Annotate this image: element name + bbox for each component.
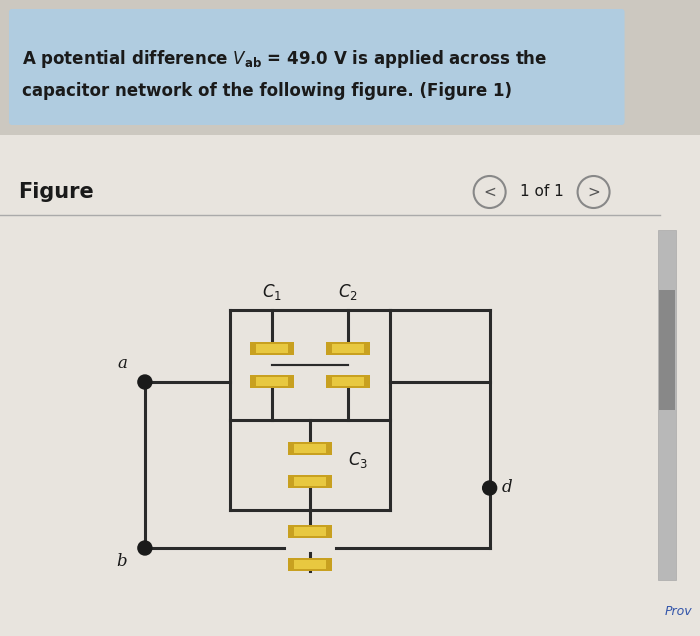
Bar (288, 442, 332, 455)
Text: 1 of 1: 1 of 1 (519, 184, 564, 200)
Circle shape (483, 481, 496, 495)
Text: >: > (587, 184, 600, 200)
Bar (0, 135, 699, 636)
Text: A potential difference $V_{\mathregular{ab}}$ = 49.0 V is applied across the: A potential difference $V_{\mathregular{… (22, 48, 547, 70)
Bar (332, 377, 364, 386)
Bar (250, 342, 294, 355)
Bar (659, 290, 675, 410)
Bar (256, 344, 288, 353)
Bar (657, 230, 676, 580)
FancyBboxPatch shape (9, 9, 624, 125)
Text: capacitor network of the following figure. (Figure 1): capacitor network of the following figur… (22, 82, 512, 100)
Text: $C_3$: $C_3$ (348, 450, 368, 470)
Bar (256, 377, 288, 386)
Bar (294, 560, 326, 569)
Text: <: < (483, 184, 496, 200)
Text: Prov: Prov (664, 605, 692, 618)
Bar (288, 558, 332, 571)
Bar (294, 527, 326, 536)
Text: $C_2$: $C_2$ (338, 282, 358, 302)
Text: Figure: Figure (18, 182, 94, 202)
Bar (326, 342, 370, 355)
Bar (294, 477, 326, 486)
Text: d: d (502, 480, 512, 497)
Bar (294, 444, 326, 453)
Bar (332, 344, 364, 353)
Text: $C_1$: $C_1$ (262, 282, 282, 302)
Circle shape (138, 541, 152, 555)
Bar (288, 525, 332, 538)
Bar (326, 375, 370, 388)
Circle shape (138, 375, 152, 389)
Text: a: a (117, 355, 127, 372)
Bar (250, 375, 294, 388)
Text: b: b (116, 553, 127, 570)
Bar (288, 475, 332, 488)
